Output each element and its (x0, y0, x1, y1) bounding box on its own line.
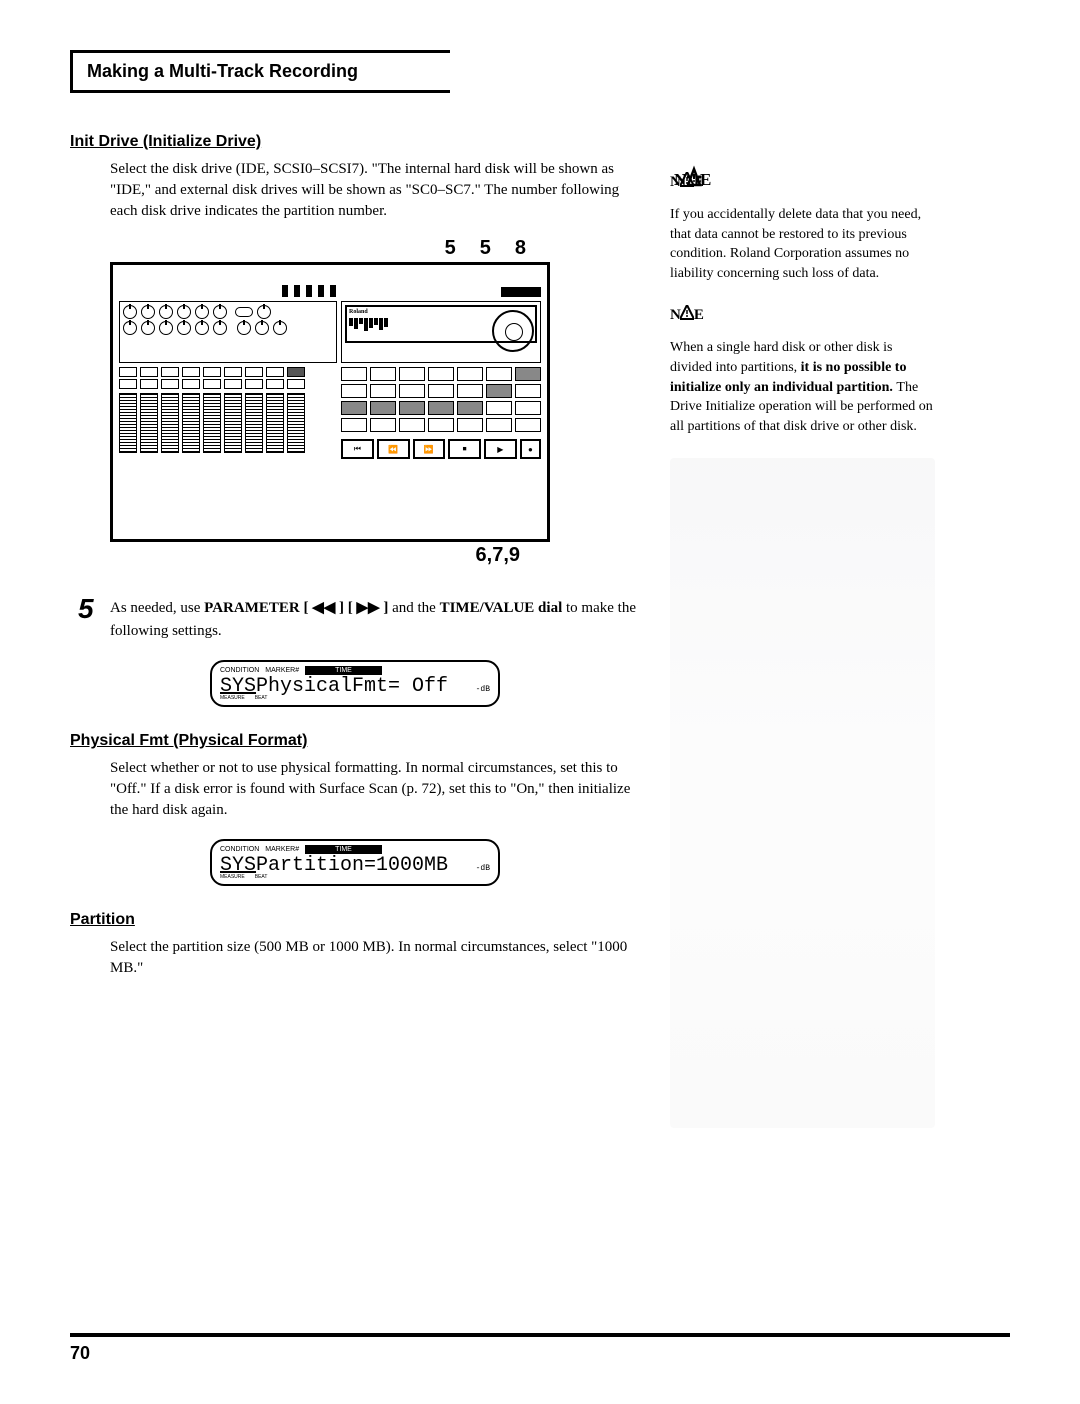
heading-init-drive: Init Drive (Initialize Drive) (70, 133, 640, 151)
step-5: 5 As needed, use PARAMETER [ ◀◀ ] [ ▶▶ ]… (110, 597, 640, 642)
page-footer: 70 (70, 1333, 1010, 1364)
svg-text:E: E (700, 170, 711, 189)
note-1-text: If you accidentally delete data that you… (670, 205, 935, 283)
page-number: 70 (70, 1343, 90, 1363)
sidebar-background-texture (670, 458, 935, 1128)
physical-fmt-text: Select whether or not to use physical fo… (110, 758, 640, 821)
jog-wheel-icon (492, 310, 534, 352)
section-header: Making a Multi-Track Recording (70, 50, 450, 93)
device-illustration: 5 5 8 (110, 237, 550, 567)
sidebar-column: N E O NE If you accidentally delete data… (670, 133, 935, 1128)
step-number: 5 (78, 593, 94, 625)
main-column: Init Drive (Initialize Drive) Select the… (70, 133, 640, 1128)
heading-physical-fmt: Physical Fmt (Physical Format) (70, 732, 640, 750)
diagram-bottom-label: 6,7,9 (110, 544, 550, 567)
heading-partition: Partition (70, 911, 640, 929)
note-2-text: When a single hard disk or other disk is… (670, 338, 935, 436)
init-drive-text: Select the disk drive (IDE, SCSI0–SCSI7)… (110, 159, 640, 222)
lcd-physical-fmt: CONDITION MARKER# TIME SYS PhysicalFmt= … (210, 660, 500, 707)
diagram-top-labels: 5 5 8 (110, 237, 550, 260)
note-icon: N E O (670, 163, 722, 191)
lcd-partition: CONDITION MARKER# TIME SYS Partition=100… (210, 839, 500, 886)
partition-text: Select the partition size (500 MB or 100… (110, 937, 640, 979)
